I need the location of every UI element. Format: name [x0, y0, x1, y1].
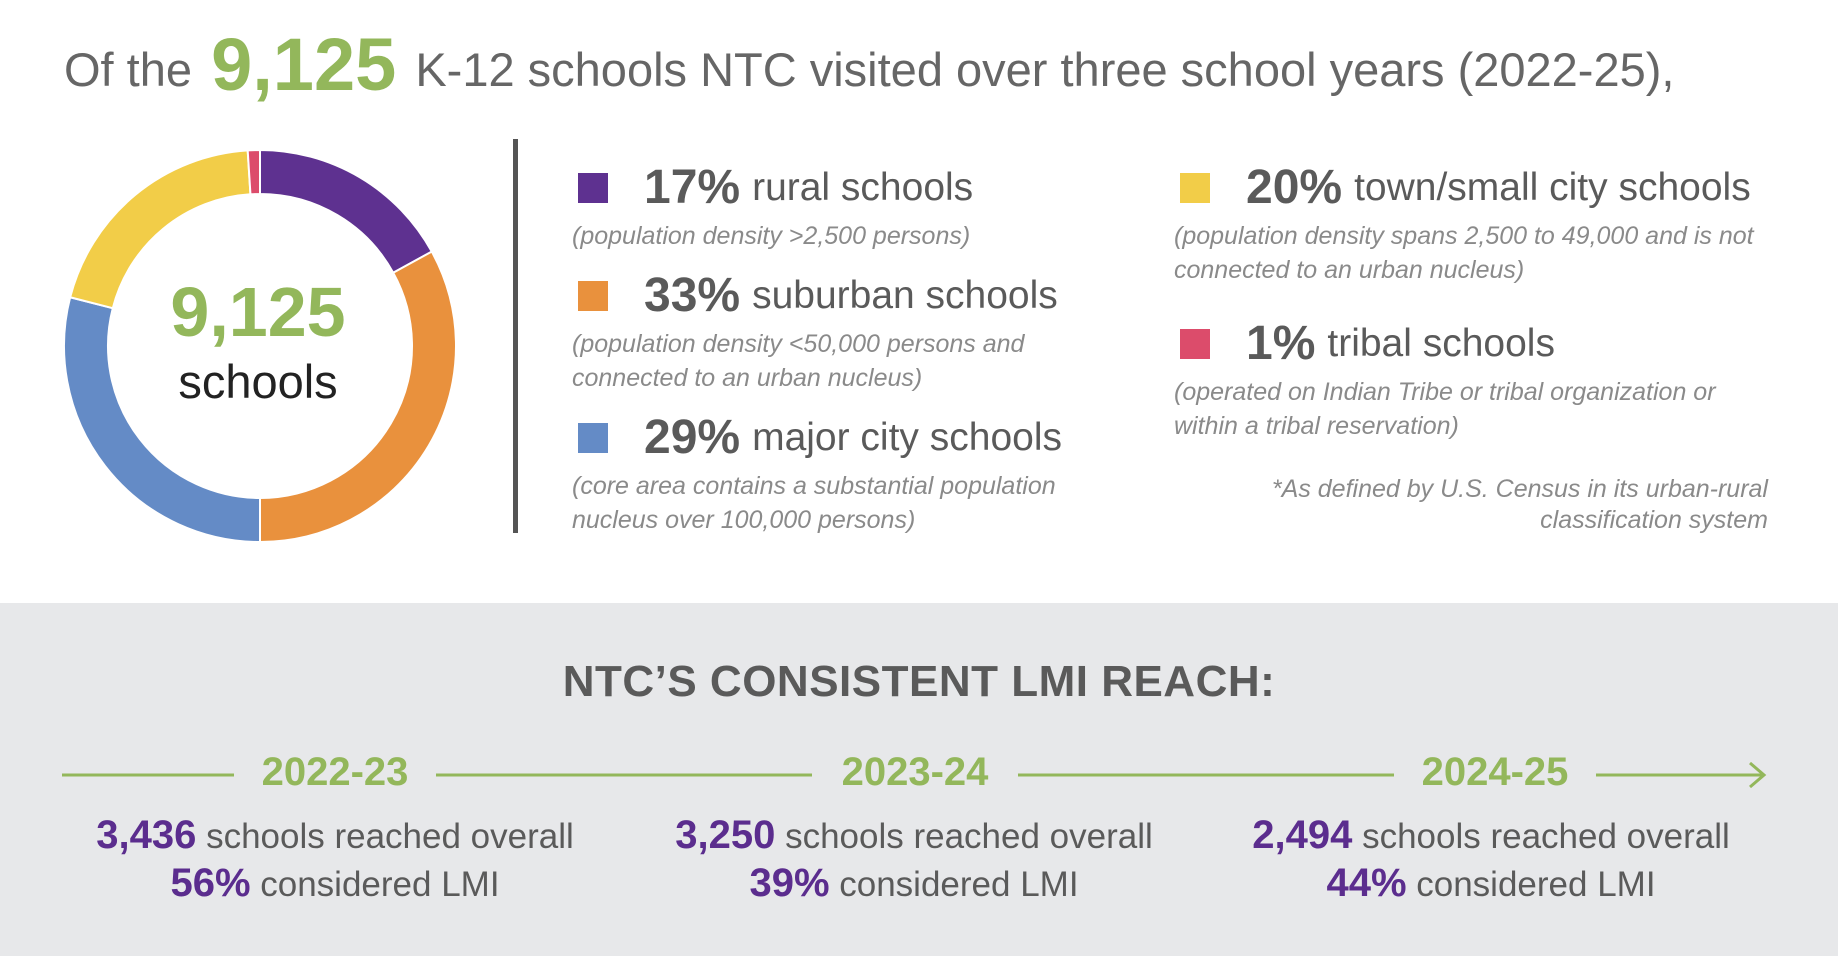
legend-pct: 33%	[644, 269, 741, 322]
legend-desc: (population density <50,000 persons and …	[572, 330, 1025, 392]
legend-desc: (population density >2,500 persons)	[572, 222, 971, 250]
legend-item-tribal: 1% tribal schools (operated on Indian Tri…	[1174, 316, 1774, 443]
schools-count: 3,250	[675, 813, 776, 857]
schools-count: 2,494	[1252, 813, 1353, 857]
legend-pct: 29%	[644, 411, 741, 464]
legend-name: town/small city schools	[1354, 165, 1751, 209]
legend-name: suburban schools	[752, 273, 1058, 317]
headline-suffix: K-12 schools NTC visited over three scho…	[415, 43, 1675, 96]
vertical-divider	[513, 139, 518, 533]
donut-chart	[63, 148, 457, 544]
donut-center-number: 9,125	[170, 273, 346, 351]
legend-item-rural: 17% rural schools (population density >2,…	[572, 160, 1132, 253]
year-label-2022-23: 2022-23	[261, 750, 409, 794]
lmi-text: considered LMI	[839, 865, 1079, 904]
lmi-pct: 56%	[170, 861, 251, 905]
lmi-section-background	[0, 603, 1838, 956]
donut-slice-tribal-schools	[246, 148, 261, 196]
schools-text: schools reached overall	[206, 817, 574, 856]
schools-count: 3,436	[96, 813, 197, 857]
legend-swatch	[1180, 172, 1210, 203]
year-label-2024-25: 2024-25	[1421, 750, 1569, 794]
legend-item-suburban: 33% suburban schools (population density …	[572, 268, 1112, 395]
schools-text: schools reached overall	[1362, 817, 1730, 856]
lmi-text: considered LMI	[260, 865, 500, 904]
donut-center-label: schools	[178, 355, 338, 408]
headline: Of the 9,125 K-12 schools NTC visited ov…	[64, 20, 1674, 115]
stat-2024-25: 2,494 schools reached overall 44% consid…	[1211, 812, 1771, 908]
schools-text: schools reached overall	[785, 817, 1153, 856]
lmi-text: considered LMI	[1416, 865, 1656, 904]
legend-pct: 1%	[1246, 317, 1316, 370]
legend-swatch	[1180, 328, 1210, 359]
headline-prefix: Of the	[64, 43, 193, 96]
legend-pct: 17%	[644, 161, 741, 214]
legend-desc: (operated on Indian Tribe or tribal orga…	[1174, 378, 1716, 440]
legend-desc: (core area contains a substantial popula…	[572, 472, 1056, 534]
legend-name: major city schools	[752, 415, 1063, 459]
lmi-section-title: NTC’S CONSISTENT LMI REACH:	[562, 657, 1276, 706]
stat-2022-23: 3,436 schools reached overall 56% consid…	[55, 812, 615, 908]
legend-item-town: 20% town/small city schools (population d…	[1174, 160, 1774, 287]
timeline-arrow	[62, 761, 1767, 789]
year-label-2023-24: 2023-24	[841, 750, 989, 794]
timeline-arrowhead	[1749, 761, 1767, 789]
lmi-pct: 44%	[1326, 861, 1407, 905]
legend-name: tribal schools	[1327, 321, 1555, 365]
legend-item-major-city: 29% major city schools (core area contain…	[572, 410, 1132, 537]
legend-swatch	[578, 172, 608, 203]
legend-swatch	[578, 280, 608, 311]
legend-desc: (population density spans 2,500 to 49,00…	[1174, 222, 1754, 284]
donut-slice-rural-schools	[259, 148, 434, 275]
stat-2023-24: 3,250 schools reached overall 39% consid…	[634, 812, 1194, 908]
headline-number: 9,125	[211, 23, 397, 106]
legend-name: rural schools	[752, 165, 974, 209]
legend-swatch	[578, 422, 608, 453]
lmi-pct: 39%	[749, 861, 830, 905]
legend-pct: 20%	[1246, 161, 1343, 214]
census-footnote: *As defined by U.S. Census in its urban-…	[1271, 475, 1768, 534]
